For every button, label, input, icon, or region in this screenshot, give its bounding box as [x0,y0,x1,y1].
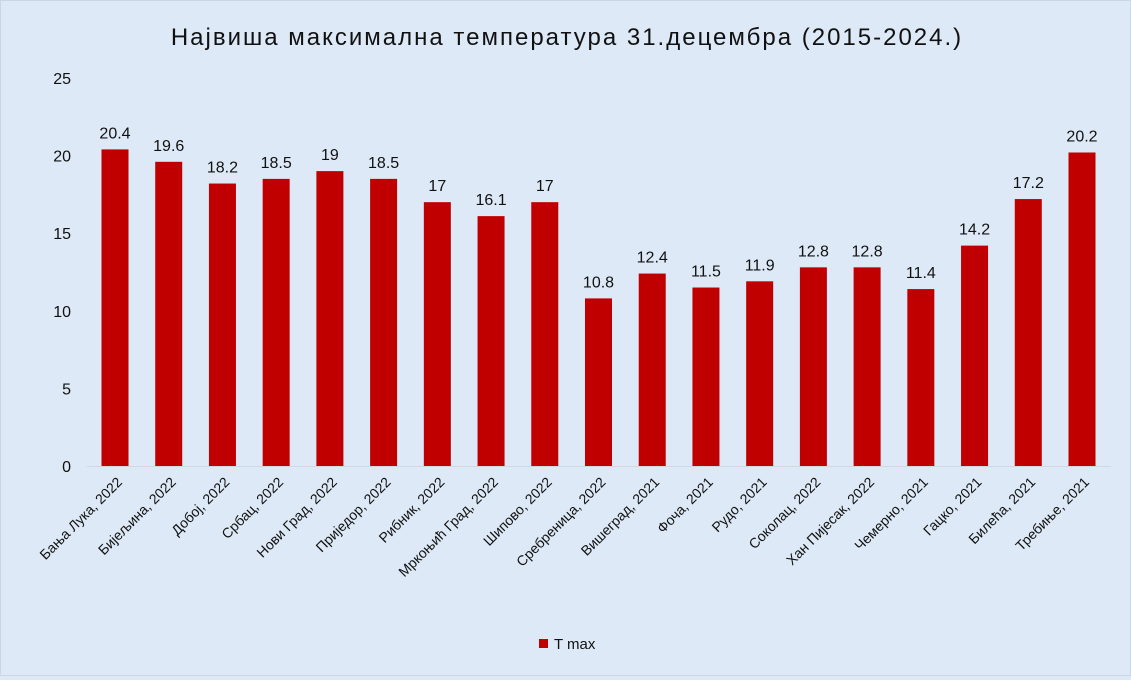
data-label: 17.2 [1013,175,1044,192]
data-label: 18.5 [261,155,292,172]
bar [961,245,989,466]
bar [316,171,344,466]
bar [585,298,612,466]
y-axis: 0 5 10 15 20 25 [53,71,71,476]
data-label: 12.4 [637,250,668,267]
y-tick-label: 25 [53,71,71,88]
data-label: 17 [536,178,554,195]
data-label: 12.8 [798,243,829,260]
bar [262,178,290,466]
data-label: 14.2 [959,222,990,239]
bar [799,267,827,466]
bar [531,202,559,466]
bar [101,149,129,466]
data-label: 16.1 [475,192,506,209]
bar [746,281,774,466]
bar [155,161,183,467]
x-tick-label: Фоча, 2021 [654,474,716,536]
data-label: 11.5 [691,264,721,281]
data-label: 12.8 [852,243,883,260]
data-label: 18.2 [207,160,238,177]
bar [1014,199,1042,466]
data-label: 19 [321,147,339,164]
bars [101,149,1096,467]
x-tick-label: Сребреница, 2022 [513,474,609,570]
x-tick-label: Мркоњић Град, 2022 [395,474,501,580]
y-tick-label: 20 [53,149,71,166]
bar [638,273,666,466]
y-tick-label: 10 [53,304,71,321]
legend: T max [539,636,596,653]
legend-label: T max [554,636,596,653]
data-labels: 20.4 19.6 18.2 18.5 19 18.5 17 16.1 17 10.8 12.4 11… [99,125,1097,291]
bar [1068,152,1096,466]
data-label: 18.5 [368,155,399,172]
data-label: 20.4 [99,125,130,142]
y-tick-label: 5 [62,381,71,398]
data-label: 20.2 [1066,128,1097,145]
data-label: 10.8 [583,274,614,291]
y-tick-label: 0 [62,459,71,476]
data-label: 11.4 [906,265,936,282]
bar [370,178,398,466]
data-label: 11.9 [745,257,775,274]
data-label: 17 [428,178,446,195]
bar [477,216,505,466]
bar [853,267,881,466]
chart-title: Највиша максимална температура 31.децемб… [171,24,963,51]
data-label: 19.6 [153,138,184,155]
bar [692,287,720,466]
bar [907,289,935,466]
y-tick-label: 15 [53,226,71,243]
bar [423,202,451,466]
bar [208,183,236,466]
legend-swatch [539,639,548,648]
